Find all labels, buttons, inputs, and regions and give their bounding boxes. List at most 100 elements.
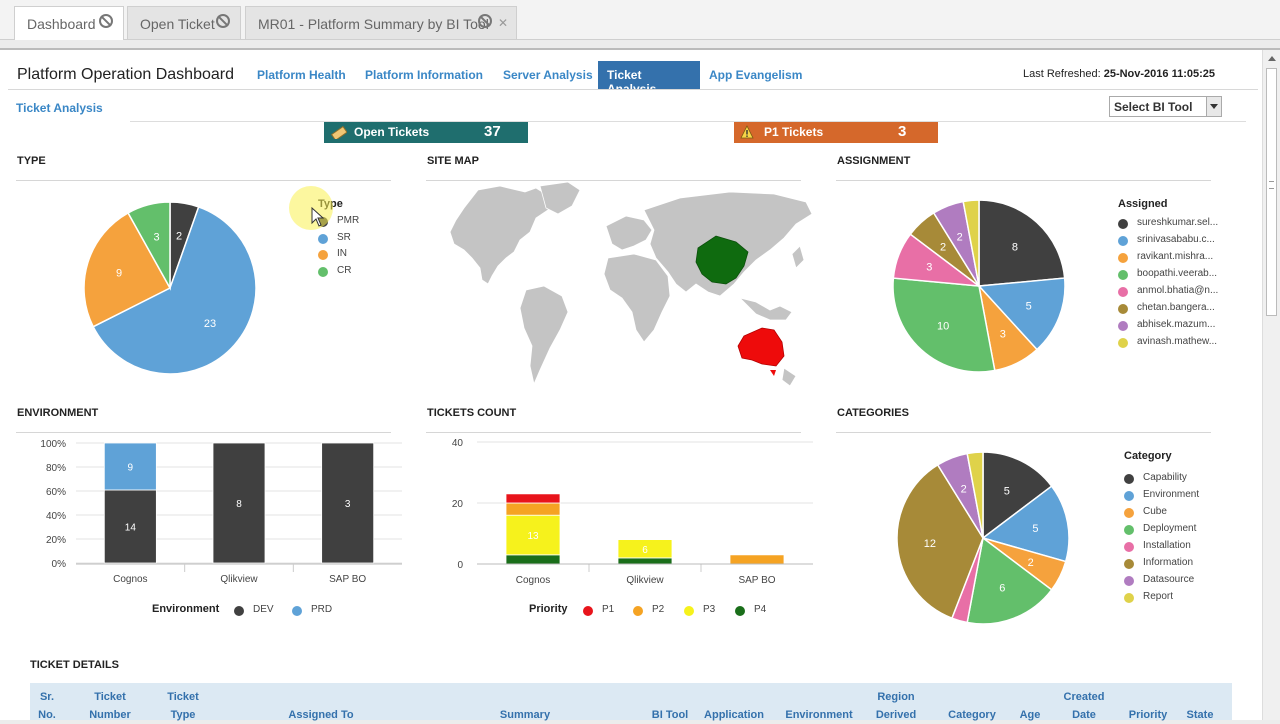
legend-item[interactable]: Cube	[1124, 506, 1167, 520]
column-header[interactable]: Sr. No.	[30, 688, 64, 724]
section-divider	[16, 180, 391, 181]
type-pie-chart[interactable]: 2 23 9 3	[70, 190, 270, 390]
column-header[interactable]: State	[1180, 688, 1220, 724]
column-header[interactable]: Priority	[1122, 688, 1174, 724]
australia-highlight[interactable]	[737, 327, 785, 367]
nav-platform-information[interactable]: Platform Information	[365, 68, 484, 82]
x-tick-label: Qlikview	[626, 575, 664, 586]
nav-platform-health[interactable]: Platform Health	[257, 68, 346, 82]
column-header[interactable]: Summary	[450, 688, 600, 724]
bar-dev[interactable]	[321, 442, 375, 564]
legend-item-prd[interactable]: PRD	[292, 604, 332, 618]
close-tab-icon[interactable]	[478, 14, 492, 28]
column-header[interactable]: Ticket Type	[148, 688, 218, 724]
pie-slice-sureshkumar-sel[interactable]	[978, 199, 1066, 287]
pie-slice-sr[interactable]	[92, 205, 257, 375]
legend-item-dev[interactable]: DEV	[234, 604, 274, 618]
site-map[interactable]	[440, 180, 820, 390]
pie-slice-capability[interactable]	[982, 451, 1053, 540]
breadcrumb[interactable]: Ticket Analysis	[16, 101, 103, 115]
nav-ticket-analysis[interactable]: Ticket Analysis	[598, 61, 700, 96]
legend-item[interactable]: srinivasababu.c...	[1118, 234, 1215, 248]
vertical-scrollbar[interactable]	[1262, 50, 1280, 720]
legend-item[interactable]: Information	[1124, 557, 1193, 571]
column-header[interactable]: Category	[936, 688, 1008, 724]
legend-item[interactable]: ravikant.mishra...	[1118, 251, 1213, 265]
close-tab-icon[interactable]	[99, 14, 113, 28]
bar-p3[interactable]	[505, 514, 561, 556]
column-header-line1	[644, 688, 696, 706]
legend-item-p2[interactable]: P2	[633, 604, 664, 618]
legend-dot	[633, 606, 643, 616]
pie-slice-report[interactable]	[966, 451, 984, 539]
bar-dev[interactable]	[103, 489, 157, 564]
close-tab-icon[interactable]	[216, 14, 230, 28]
bar-p1[interactable]	[505, 493, 561, 504]
pie-slice-in[interactable]	[83, 211, 172, 328]
y-tick-label: 0	[457, 560, 463, 571]
legend-item[interactable]: avinash.mathew...	[1118, 336, 1217, 350]
legend-item[interactable]: Deployment	[1124, 523, 1196, 537]
nav-server-analysis[interactable]: Server Analysis	[503, 68, 593, 82]
legend-item-p3[interactable]: P3	[684, 604, 715, 618]
p1-tickets-kpi[interactable]: P1 Tickets 3	[734, 122, 938, 143]
environment-bar-chart[interactable]: 100% 80% 60% 40% 20% 0% 14 9 Cognos 8 Qlikview 3 SAP…	[16, 432, 411, 592]
bar-p2[interactable]	[505, 502, 561, 516]
tab-open-ticket[interactable]: Open Ticket	[127, 6, 241, 39]
bar-p4[interactable]	[505, 554, 561, 565]
legend-item[interactable]: SR	[318, 232, 351, 246]
tab-mr01[interactable]: MR01 - Platform Summary by BI Tool ✕	[245, 6, 517, 39]
legend-item[interactable]: Environment	[1124, 489, 1199, 503]
pie-data-label: 3	[926, 262, 932, 274]
bi-tool-select[interactable]: Select BI Tool	[1109, 96, 1222, 117]
legend-label: DEV	[253, 604, 274, 615]
column-header[interactable]: Ticket Number	[80, 688, 140, 724]
bar-p3[interactable]	[617, 539, 673, 559]
tab-label: Dashboard	[27, 16, 96, 32]
pie-slice-environment[interactable]	[981, 485, 1070, 563]
pie-slice-deployment[interactable]	[966, 536, 1053, 625]
column-header[interactable]: Region Derived	[866, 688, 926, 724]
legend-item[interactable]: Report	[1124, 591, 1173, 605]
legend-item[interactable]: chetan.bangera...	[1118, 302, 1215, 316]
legend-item[interactable]: Capability	[1124, 472, 1187, 486]
bar-dev[interactable]	[212, 442, 266, 564]
bar-p4[interactable]	[617, 557, 673, 565]
column-header[interactable]: Created Date	[1054, 688, 1114, 724]
close-small-icon[interactable]: ✕	[497, 16, 508, 30]
pie-slice-srinivasababu-c[interactable]	[977, 277, 1066, 351]
legend-item-p1[interactable]: P1	[583, 604, 614, 618]
scroll-thumb[interactable]	[1266, 68, 1277, 316]
column-header[interactable]: BI Tool	[644, 688, 696, 724]
column-header[interactable]: Assigned To	[246, 688, 396, 724]
pie-slice-avinash-mathew[interactable]	[962, 199, 980, 287]
column-header[interactable]: Environment	[776, 688, 862, 724]
china-highlight[interactable]	[695, 235, 749, 285]
bar-p2[interactable]	[729, 554, 785, 565]
legend-item[interactable]: sureshkumar.sel...	[1118, 217, 1218, 231]
chevron-down-icon[interactable]	[1206, 97, 1221, 116]
pie-slice-information[interactable]	[896, 463, 984, 620]
open-tickets-kpi[interactable]: Open Tickets 37	[324, 122, 528, 143]
nav-app-evangelism[interactable]: App Evangelism	[709, 68, 803, 82]
scroll-up-icon[interactable]	[1268, 56, 1276, 61]
bi-tool-select-value: Select BI Tool	[1114, 100, 1193, 114]
tab-dashboard[interactable]: Dashboard	[14, 6, 124, 40]
legend-item[interactable]: anmol.bhatia@n...	[1118, 285, 1218, 299]
column-header[interactable]: Age	[1012, 688, 1048, 724]
legend-item[interactable]: Installation	[1124, 540, 1191, 554]
bar-prd[interactable]	[103, 442, 157, 491]
tickets-count-bar-chart[interactable]: 40 20 0 13 Cognos 6 Qlikview SAP BO	[426, 432, 821, 592]
pie-slice-cr[interactable]	[127, 201, 171, 291]
legend-item-p4[interactable]: P4	[735, 604, 766, 618]
legend-item[interactable]: IN	[318, 248, 347, 262]
legend-item[interactable]: CR	[318, 265, 351, 279]
legend-item[interactable]: Datasource	[1124, 574, 1194, 588]
legend-item[interactable]: boopathi.veerab...	[1118, 268, 1217, 282]
legend-dot	[234, 606, 244, 616]
categories-pie-chart[interactable]: 5 5 2 6 12 2	[884, 442, 1084, 642]
legend-item[interactable]: abhisek.mazum...	[1118, 319, 1215, 333]
pie-slice-boopathi-veerab[interactable]	[892, 277, 996, 373]
column-header[interactable]: Application	[698, 688, 770, 724]
